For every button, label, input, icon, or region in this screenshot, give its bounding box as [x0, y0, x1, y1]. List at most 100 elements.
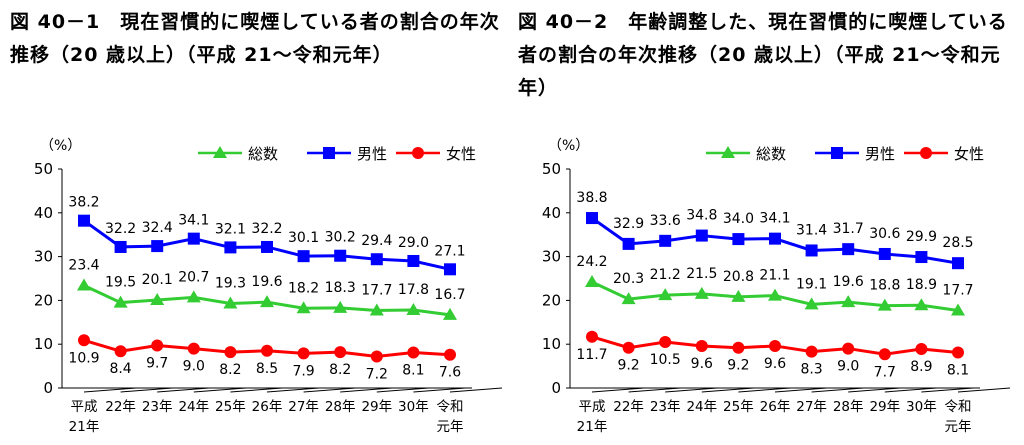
- x-tick: [230, 387, 283, 393]
- data-point: [586, 330, 598, 343]
- x-tick: [811, 387, 864, 393]
- data-label: 18.2: [288, 280, 319, 296]
- x-tick: [701, 387, 754, 393]
- x-tick-label: 28年: [325, 399, 356, 415]
- y-tick-label: 50: [34, 160, 53, 178]
- x-tick-label: 24年: [178, 399, 209, 415]
- data-point: [151, 339, 164, 352]
- data-point: [260, 295, 274, 308]
- data-point: [695, 339, 708, 352]
- data-point: [444, 263, 456, 276]
- data-point: [261, 240, 273, 253]
- data-point: [621, 292, 636, 305]
- data-point: [915, 343, 928, 356]
- data-label: 20.8: [723, 269, 754, 285]
- data-label: 8.2: [329, 362, 351, 378]
- data-point: [369, 303, 384, 316]
- x-tick-label: 25年: [723, 399, 754, 415]
- x-tick-label: 30年: [906, 399, 937, 415]
- legend-item: 男性: [307, 145, 387, 163]
- data-point: [841, 295, 856, 308]
- data-point: [622, 237, 635, 250]
- x-tick-label: 24年: [686, 399, 717, 415]
- y-tick-label: 40: [34, 204, 53, 222]
- data-point: [842, 342, 855, 355]
- x-tick-label: 29年: [869, 399, 900, 415]
- data-label: 30.1: [288, 230, 319, 246]
- data-point: [842, 243, 855, 256]
- data-point: [297, 250, 310, 263]
- x-tick: [665, 387, 718, 393]
- data-point: [732, 233, 745, 246]
- data-point: [952, 257, 964, 270]
- legend-label: 総数: [248, 145, 278, 163]
- legend-item: 総数: [198, 145, 278, 163]
- legend-label: 男性: [357, 145, 387, 163]
- data-label: 8.1: [402, 363, 424, 379]
- data-label: 21.1: [759, 268, 790, 284]
- data-label: 18.9: [906, 277, 937, 293]
- legend-label: 男性: [865, 145, 895, 163]
- x-tick-label: 平成: [71, 399, 98, 415]
- x-tick: [157, 387, 210, 393]
- data-label: 31.4: [796, 222, 827, 238]
- data-label: 19.6: [833, 274, 864, 290]
- data-point: [877, 298, 892, 311]
- data-point: [914, 298, 929, 311]
- data-label: 8.2: [219, 362, 241, 378]
- x-tick: [120, 387, 173, 393]
- x-tick: [848, 387, 901, 393]
- chart-title: 図 40－2 年齢調整した、現在習慣的に喫煙している者の割合の年次推移（20 歳…: [518, 11, 1008, 99]
- data-label: 9.0: [183, 359, 205, 375]
- data-label: 8.3: [800, 362, 822, 378]
- y-tick-label: 40: [542, 204, 561, 222]
- data-label: 31.7: [833, 221, 864, 237]
- data-label: 10.9: [68, 350, 99, 366]
- data-label: 11.7: [576, 347, 607, 363]
- x-tick-label: 22年: [105, 399, 136, 415]
- legend-item: 女性: [904, 145, 984, 163]
- data-label: 32.2: [251, 221, 282, 237]
- data-point: [659, 234, 672, 247]
- data-point: [805, 244, 818, 257]
- legend-marker: [920, 147, 932, 159]
- chart-title: 図 40－1 現在習慣的に喫煙している者の割合の年次推移（20 歳以上）（平成 …: [10, 11, 500, 66]
- data-point: [406, 303, 421, 316]
- data-point: [78, 334, 90, 347]
- x-tick: [628, 387, 681, 393]
- data-label: 7.2: [366, 366, 388, 382]
- data-label: 9.2: [727, 358, 749, 374]
- data-point: [297, 347, 310, 360]
- data-point: [769, 339, 781, 352]
- data-label: 9.2: [617, 358, 639, 374]
- data-point: [187, 232, 200, 245]
- data-point: [224, 241, 237, 254]
- data-label: 17.7: [942, 282, 973, 298]
- y-tick-label: 10: [542, 335, 561, 353]
- legend-label: 女性: [954, 145, 984, 163]
- data-point: [804, 297, 819, 310]
- data-label: 29.9: [906, 229, 937, 245]
- legend-marker: [323, 147, 335, 159]
- x-tick: [591, 387, 645, 393]
- data-point: [658, 288, 673, 301]
- x-tick-label: 23年: [650, 399, 681, 415]
- data-label: 20.3: [613, 271, 644, 287]
- data-point: [334, 346, 347, 359]
- data-point: [150, 292, 165, 305]
- x-tick-label: 28年: [833, 399, 864, 415]
- data-point: [334, 249, 347, 262]
- data-point: [731, 289, 746, 302]
- y-tick-label: 20: [34, 291, 53, 309]
- data-label: 34.8: [686, 208, 717, 224]
- x-tick-label: 27年: [796, 399, 827, 415]
- data-label: 32.2: [105, 221, 136, 237]
- data-label: 8.9: [910, 359, 932, 375]
- data-label: 19.6: [251, 274, 282, 290]
- data-label: 30.2: [325, 230, 356, 246]
- data-label: 33.6: [650, 213, 681, 229]
- data-point: [659, 336, 672, 349]
- line-chart-svg: （%） 0 10 20 30 40 50 平成 21年 22年 23年 24年 25年 26年 27年 28年…: [542, 138, 1011, 435]
- x-tick-label: 令和: [437, 399, 464, 415]
- x-tick-label: 25年: [215, 399, 246, 415]
